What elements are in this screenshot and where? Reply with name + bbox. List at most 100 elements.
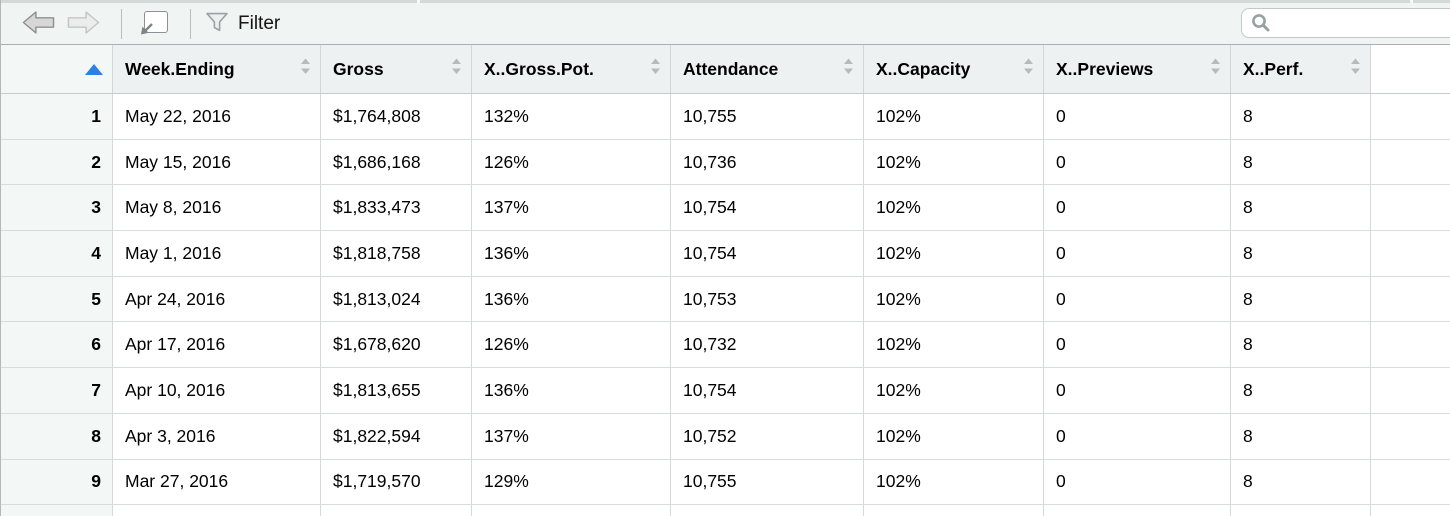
filter-icon	[205, 12, 229, 36]
table-cell: $1,813,024	[321, 276, 472, 322]
search-input[interactable]	[1272, 14, 1450, 32]
column-header-label: X..Previews	[1056, 58, 1154, 79]
column-header-x-gross-pot[interactable]: X..Gross.Pot.	[472, 45, 671, 93]
row-filler	[1371, 276, 1450, 322]
table-cell: 129%	[472, 459, 671, 505]
row-number: 7	[1, 368, 113, 413]
table-cell: 137%	[472, 413, 671, 459]
row-number: 5	[1, 276, 113, 322]
forward-button[interactable]	[63, 7, 103, 41]
table-cell: $1,813,655	[321, 368, 472, 413]
table-cell: 102%	[864, 322, 1044, 368]
row-number: 9	[1, 459, 113, 505]
rownum-header-cell[interactable]	[1, 45, 113, 93]
column-header-attendance[interactable]: Attendance	[671, 45, 864, 93]
filter-button[interactable]: Filter	[203, 10, 282, 38]
table-cell: 0	[1044, 94, 1231, 139]
column-sorter-icon[interactable]	[1204, 58, 1221, 80]
column-header-label: Attendance	[683, 58, 779, 79]
column-sorter-icon[interactable]	[1344, 58, 1361, 80]
row-filler	[1371, 139, 1450, 185]
table-cell: 8	[1231, 368, 1371, 413]
table-cell: 0	[1044, 413, 1231, 459]
row-filler	[1371, 368, 1450, 413]
filter-button-label: Filter	[238, 12, 281, 34]
table-cell: 8	[1231, 231, 1371, 276]
column-header-x-previews[interactable]: X..Previews	[1044, 45, 1231, 93]
back-button[interactable]	[19, 7, 59, 41]
table-cell: 10,755	[671, 459, 864, 505]
column-sorter-icon[interactable]	[644, 58, 661, 80]
column-sorter-icon[interactable]	[1017, 58, 1034, 80]
header-filler	[1371, 45, 1450, 93]
grid-header-row: Week.Ending Gross X..Gross.Pot. Attendance X…	[1, 45, 1450, 94]
column-sorter-icon[interactable]	[445, 58, 462, 80]
row-filler	[1371, 459, 1450, 505]
table-row: 2 May 15, 2016 $1,686,168 126% 10,736 102% 0 8	[1, 139, 1450, 186]
table-row: 5 Apr 24, 2016 $1,813,024 136% 10,753 102% 0 8	[1, 276, 1450, 323]
column-header-label: X..Gross.Pot.	[484, 58, 594, 79]
table-cell: 102%	[864, 276, 1044, 322]
column-header-week-ending[interactable]: Week.Ending	[113, 45, 321, 93]
table-row: 3 May 8, 2016 $1,833,473 137% 10,754 102% 0 8	[1, 185, 1450, 232]
column-sorter-icon[interactable]	[837, 58, 854, 80]
table-cell: 126%	[472, 322, 671, 368]
table-cell: 8	[1231, 276, 1371, 322]
popout-window-icon	[138, 10, 168, 37]
column-header-label: X..Perf.	[1243, 58, 1304, 79]
column-header-x-perf[interactable]: X..Perf.	[1231, 45, 1371, 93]
table-cell: 0	[1044, 368, 1231, 413]
row-number: 1	[1, 94, 113, 139]
row-number: 3	[1, 185, 113, 231]
table-cell: 102%	[864, 185, 1044, 231]
table-cell: 10,754	[671, 368, 864, 413]
table-cell: 10,732	[671, 322, 864, 368]
table-cell: 0	[1044, 276, 1231, 322]
table-cell: 8	[1231, 94, 1371, 139]
table-cell: $1,686,168	[321, 139, 472, 185]
table-row: 8 Apr 3, 2016 $1,822,594 137% 10,752 102% 0 8	[1, 413, 1450, 460]
table-cell: 102%	[864, 413, 1044, 459]
table-cell: 8	[1231, 185, 1371, 231]
search-box[interactable]	[1241, 8, 1450, 38]
table-cell: 8	[1231, 459, 1371, 505]
table-cell: 10,736	[671, 139, 864, 185]
column-sorter-icon[interactable]	[294, 58, 311, 80]
table-row: 4 May 1, 2016 $1,818,758 136% 10,754 102% 0 8	[1, 231, 1450, 277]
toolbar-separator	[121, 8, 122, 39]
table-cell: May 8, 2016	[113, 185, 321, 231]
table-cell: 0	[1044, 185, 1231, 231]
table-cell: May 1, 2016	[113, 231, 321, 276]
column-header-x-capacity[interactable]: X..Capacity	[864, 45, 1044, 93]
row-number	[1, 505, 113, 516]
table-cell: Mar 27, 2016	[113, 459, 321, 505]
row-filler	[1371, 231, 1450, 276]
table-cell: 126%	[472, 139, 671, 185]
table-cell: $1,822,594	[321, 413, 472, 459]
table-cell: 136%	[472, 276, 671, 322]
table-cell: May 15, 2016	[113, 139, 321, 185]
row-number: 6	[1, 322, 113, 368]
row-number: 4	[1, 231, 113, 276]
table-cell: Apr 3, 2016	[113, 413, 321, 459]
column-header-gross[interactable]: Gross	[321, 45, 472, 93]
back-icon	[21, 9, 57, 39]
table-cell: 10,754	[671, 185, 864, 231]
column-header-label: X..Capacity	[876, 58, 971, 79]
table-row: 7 Apr 10, 2016 $1,813,655 136% 10,754 102% 0 8	[1, 368, 1450, 414]
table-cell: 102%	[864, 231, 1044, 276]
table-cell: 8	[1231, 139, 1371, 185]
row-filler	[1371, 505, 1450, 516]
table-row-partial	[1, 505, 1450, 516]
table-cell: 102%	[864, 139, 1044, 185]
grid-body: 1 May 22, 2016 $1,764,808 132% 10,755 102% 0 8 2…	[1, 94, 1450, 516]
table-cell	[864, 505, 1044, 516]
table-cell: 8	[1231, 322, 1371, 368]
table-cell: 102%	[864, 368, 1044, 413]
table-cell: $1,678,620	[321, 322, 472, 368]
table-cell	[1231, 505, 1371, 516]
popout-button[interactable]	[136, 9, 170, 39]
row-filler	[1371, 185, 1450, 231]
table-cell	[671, 505, 864, 516]
